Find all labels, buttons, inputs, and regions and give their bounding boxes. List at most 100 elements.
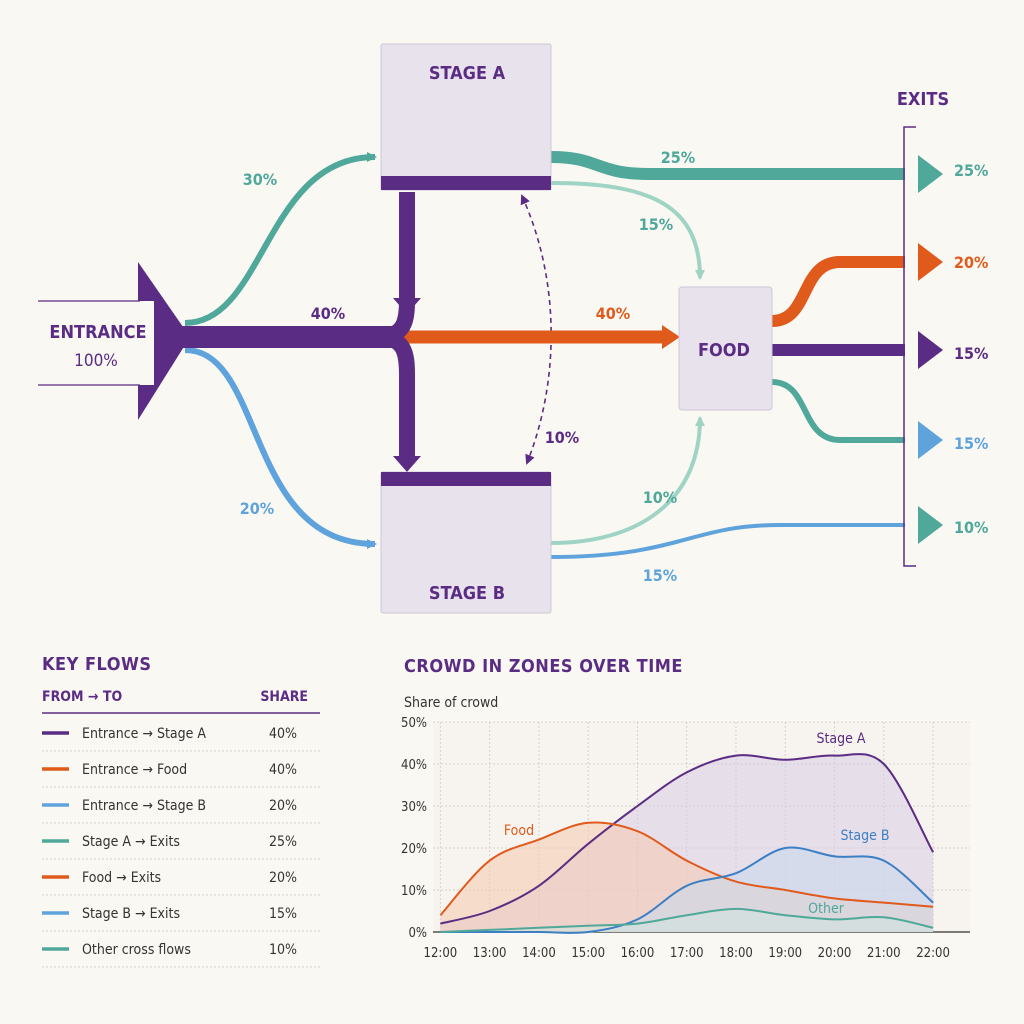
key-flows-title: KEY FLOWS [42, 654, 152, 675]
chart-title: CROWD IN ZONES OVER TIME [404, 656, 683, 677]
flow-trunk-down-arrowhead [393, 456, 421, 472]
exit-value-1: 25% [954, 161, 988, 180]
stage-a-node: STAGE A [380, 43, 552, 191]
x-tick-label: 20:00 [818, 946, 852, 961]
key-flow-row: Entrance → Stage A 40% [42, 726, 320, 752]
label-entrance-stage-b: 20% [240, 499, 274, 518]
exit-value-2: 20% [954, 253, 988, 272]
key-flow-share: 15% [269, 906, 297, 922]
key-flows-table: KEY FLOWS FROM → TO SHARE Entrance → Sta… [42, 654, 320, 968]
stage-b-node: STAGE B [380, 471, 552, 614]
stage-b-bar [381, 472, 551, 486]
y-tick-label: 0% [408, 926, 427, 941]
flow-entrance-stage-a [184, 152, 377, 326]
flow-center-food-arrowhead [662, 325, 680, 349]
x-tick-label: 14:00 [522, 946, 556, 961]
label-entrance-stage-a: 30% [243, 170, 277, 189]
exit-value-5: 10% [954, 518, 988, 537]
flow-trunk-down [377, 329, 415, 460]
flow-stage-a-exit [550, 151, 905, 180]
stage-a-label: STAGE A [429, 63, 506, 84]
flow-lines [160, 151, 905, 559]
key-flows-rows: Entrance → Stage A 40%Entrance → Food 40%E… [42, 726, 320, 968]
series-line-other [440, 907, 934, 933]
flow-stage-b-exit [550, 523, 905, 559]
key-flow-share: 10% [269, 942, 297, 958]
y-tick-label: 50% [401, 716, 427, 731]
x-tick-label: 22:00 [916, 946, 950, 961]
series-line-stage-a [440, 753, 934, 925]
entrance-box [38, 301, 154, 385]
key-flow-label: Entrance → Food [82, 762, 187, 778]
stage-b-label: STAGE B [429, 583, 505, 604]
exits-bracket [903, 126, 916, 567]
y-tick-label: 30% [401, 800, 427, 815]
label-stage-b-exit: 15% [643, 566, 677, 585]
x-tick-label: 19:00 [768, 946, 802, 961]
key-flow-row: Entrance → Food 40% [42, 762, 320, 788]
x-tick-label: 13:00 [473, 946, 507, 961]
key-flow-row: Stage B → Exits 15% [42, 906, 320, 932]
flow-food-exit-orange [771, 256, 905, 327]
series-area-other [440, 908, 934, 932]
key-flow-row: Entrance → Stage B 20% [42, 798, 320, 824]
entrance-label: ENTRANCE [49, 322, 146, 343]
chart-axis-labels: 0% 10% 20% 30% 40% 50% 12:00 13:00 14:00 15:00 16:… [401, 716, 950, 961]
x-tick-label: 21:00 [867, 946, 901, 961]
label-stage-a-exit: 25% [661, 148, 695, 167]
key-flow-label: Food → Exits [82, 870, 161, 886]
exit-arrow-1 [918, 155, 943, 193]
entrance-value: 100% [74, 351, 118, 371]
food-node: FOOD [678, 286, 773, 411]
exit-arrow-4 [918, 421, 943, 459]
label-stage-a-food: 15% [639, 215, 673, 234]
key-flows-col-share: SHARE [260, 689, 308, 705]
series-label: Other [808, 901, 845, 917]
flow-food-exit-teal [771, 379, 905, 443]
key-flow-share: 40% [269, 762, 297, 778]
label-stage-b-food: 10% [643, 488, 677, 507]
label-stage-cross: 10% [545, 428, 579, 447]
food-label: FOOD [698, 340, 750, 361]
flow-trunk-up [377, 192, 415, 345]
series-label: Food [504, 823, 534, 839]
flow-labels: 30% 40% 20% 40% 25% 15% 10% 10% 15% [240, 148, 695, 585]
flow-stage-a-food [550, 181, 705, 280]
key-flow-row: Other cross flows 10% [42, 942, 320, 968]
series-label: Stage A [816, 731, 865, 747]
label-center-food: 40% [596, 304, 630, 323]
exit-arrow-5 [918, 506, 943, 544]
y-tick-label: 20% [401, 842, 427, 857]
series-line-stage-b [440, 846, 934, 934]
exit-arrow-2 [918, 243, 943, 281]
key-flow-share: 20% [269, 870, 297, 886]
exits-title: EXITS [897, 89, 949, 110]
series-line-food [439, 821, 934, 916]
chart-ylabel: Share of crowd [404, 695, 498, 711]
exits-column: EXITS 25% 20% 15% 15% 10% [897, 89, 988, 567]
flow-stage-cross [520, 194, 552, 465]
x-tick-label: 17:00 [670, 946, 704, 961]
exit-value-3: 15% [954, 344, 988, 363]
crowd-chart: CROWD IN ZONES OVER TIME Share of crowd … [401, 656, 970, 961]
chart-areas [440, 754, 934, 933]
key-flow-row: Stage A → Exits 25% [42, 834, 320, 860]
y-tick-label: 40% [401, 758, 427, 773]
x-tick-label: 12:00 [424, 946, 458, 961]
x-tick-label: 18:00 [719, 946, 753, 961]
flow-trunk-up-arrowhead [393, 298, 421, 314]
key-flow-label: Stage A → Exits [82, 834, 180, 850]
entrance-node: ENTRANCE 100% [38, 262, 190, 420]
series-label: Stage B [840, 828, 889, 844]
x-tick-label: 16:00 [621, 946, 655, 961]
exit-value-4: 15% [954, 434, 988, 453]
flow-entrance-stage-b [184, 347, 377, 549]
chart-series-labels: Stage A Food Stage B Other [504, 731, 890, 917]
food-box [678, 286, 773, 411]
key-flow-share: 25% [269, 834, 297, 850]
flow-stage-b-food [550, 416, 705, 545]
key-flow-share: 20% [269, 798, 297, 814]
key-flow-label: Entrance → Stage A [82, 726, 206, 742]
key-flow-label: Stage B → Exits [82, 906, 180, 922]
